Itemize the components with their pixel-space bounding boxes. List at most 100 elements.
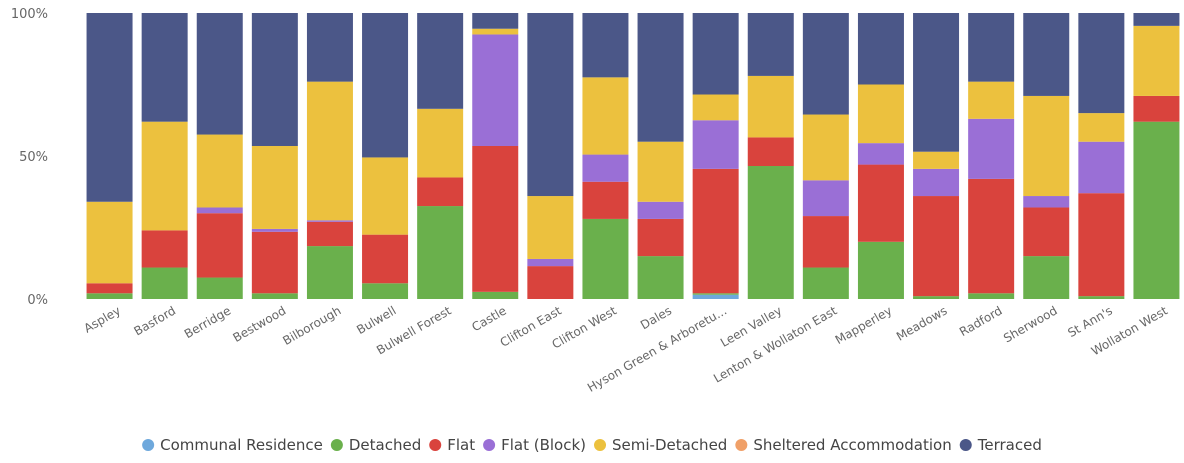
legend-item-semi-detached[interactable]: Semi-Detached <box>594 436 727 454</box>
bar-segment-detached[interactable] <box>86 293 133 299</box>
bar-segment-terraced[interactable] <box>527 13 574 197</box>
bar-segment-detached[interactable] <box>1023 256 1070 299</box>
bar-stack-castle[interactable] <box>472 13 519 299</box>
bar-segment-detached[interactable] <box>362 283 409 299</box>
bar-stack-aspley[interactable] <box>86 13 133 299</box>
bar-stack-sherwood[interactable] <box>1023 13 1070 299</box>
bar-segment-flat[interactable] <box>857 164 904 242</box>
bar-segment-detached[interactable] <box>692 293 739 295</box>
bar-segment-flat-block[interactable] <box>968 118 1015 179</box>
bar-segment-flat[interactable] <box>1133 95 1180 122</box>
legend-item-flat-block[interactable]: Flat (Block) <box>483 436 586 454</box>
bar-stack-lenton-and-wollaton-east[interactable] <box>802 13 849 299</box>
bar-segment-detached[interactable] <box>1133 121 1180 300</box>
bar-segment-semi-detached[interactable] <box>417 108 464 178</box>
bar-segment-detached[interactable] <box>582 218 629 299</box>
bar-segment-flat-block[interactable] <box>196 207 243 214</box>
bar-segment-flat[interactable] <box>362 234 409 284</box>
bar-segment-flat[interactable] <box>913 196 960 297</box>
bar-segment-semi-detached[interactable] <box>1133 25 1180 96</box>
bar-segment-semi-detached[interactable] <box>141 121 188 231</box>
bar-segment-detached[interactable] <box>913 296 960 299</box>
bar-stack-bilborough[interactable] <box>306 13 353 299</box>
bar-segment-flat-block[interactable] <box>1023 196 1070 208</box>
bar-segment-flat-block[interactable] <box>582 154 629 182</box>
bar-stack-clifton-west[interactable] <box>582 13 629 299</box>
bar-segment-terraced[interactable] <box>747 13 794 76</box>
bar-segment-flat[interactable] <box>417 177 464 207</box>
bar-segment-detached[interactable] <box>417 206 464 299</box>
bar-segment-flat[interactable] <box>306 221 353 247</box>
bar-segment-detached[interactable] <box>968 293 1015 299</box>
bar-segment-terraced[interactable] <box>417 13 464 109</box>
legend-item-flat[interactable]: Flat <box>429 436 475 454</box>
bar-segment-terraced[interactable] <box>968 13 1015 82</box>
bar-segment-terraced[interactable] <box>306 13 353 82</box>
bar-segment-semi-detached[interactable] <box>637 141 684 202</box>
bar-segment-detached[interactable] <box>857 241 904 299</box>
bar-stack-wollaton-west[interactable] <box>1133 13 1180 300</box>
bar-segment-terraced[interactable] <box>1078 13 1125 114</box>
legend-item-sheltered-accommodation[interactable]: Sheltered Accommodation <box>735 436 952 454</box>
bar-segment-flat[interactable] <box>637 218 684 257</box>
bar-segment-communal-residence[interactable] <box>692 294 739 299</box>
bar-stack-clifton-east[interactable] <box>527 13 574 299</box>
bar-segment-detached[interactable] <box>306 246 353 299</box>
legend-item-communal-residence[interactable]: Communal Residence <box>142 436 323 454</box>
bar-segment-semi-detached[interactable] <box>306 81 353 221</box>
bar-segment-flat-block[interactable] <box>527 258 574 267</box>
bar-segment-flat[interactable] <box>527 266 574 299</box>
bar-segment-semi-detached[interactable] <box>692 94 739 121</box>
bar-stack-hyson-green-and-arboretu[interactable] <box>692 13 739 299</box>
bar-segment-flat[interactable] <box>747 137 794 167</box>
legend-item-terraced[interactable]: Terraced <box>959 436 1042 454</box>
bar-segment-flat-block[interactable] <box>857 143 904 165</box>
bar-stack-st-ann-s[interactable] <box>1078 13 1125 299</box>
bar-segment-flat[interactable] <box>692 168 739 294</box>
bar-segment-detached[interactable] <box>141 267 188 299</box>
bar-segment-terraced[interactable] <box>362 13 409 158</box>
bar-segment-flat-block[interactable] <box>637 201 684 219</box>
bar-segment-terraced[interactable] <box>196 13 243 135</box>
bar-segment-semi-detached[interactable] <box>472 28 519 35</box>
bar-segment-flat[interactable] <box>802 216 849 268</box>
bar-segment-semi-detached[interactable] <box>802 114 849 181</box>
bar-stack-meadows[interactable] <box>913 13 960 299</box>
bar-segment-detached[interactable] <box>637 256 684 299</box>
bar-segment-terraced[interactable] <box>913 13 960 152</box>
bar-segment-terraced[interactable] <box>692 13 739 95</box>
bar-segment-terraced[interactable] <box>86 13 133 202</box>
bar-segment-flat[interactable] <box>251 231 298 294</box>
bar-segment-semi-detached[interactable] <box>251 145 298 229</box>
bar-segment-detached[interactable] <box>251 293 298 299</box>
bar-segment-terraced[interactable] <box>637 13 684 142</box>
bar-segment-detached[interactable] <box>1078 296 1125 299</box>
bar-segment-semi-detached[interactable] <box>913 151 960 169</box>
bar-segment-flat[interactable] <box>1078 193 1125 297</box>
bar-segment-semi-detached[interactable] <box>968 81 1015 119</box>
bar-segment-semi-detached[interactable] <box>362 157 409 235</box>
bar-segment-semi-detached[interactable] <box>582 77 629 155</box>
bar-segment-terraced[interactable] <box>251 13 298 146</box>
bar-segment-terraced[interactable] <box>857 13 904 85</box>
bar-stack-leen-valley[interactable] <box>747 13 794 299</box>
bar-segment-semi-detached[interactable] <box>1078 113 1125 142</box>
bar-segment-terraced[interactable] <box>582 13 629 78</box>
bar-segment-terraced[interactable] <box>141 13 188 122</box>
bar-segment-flat[interactable] <box>582 181 629 219</box>
bar-segment-detached[interactable] <box>196 277 243 299</box>
bar-segment-semi-detached[interactable] <box>857 84 904 144</box>
bar-segment-flat-block[interactable] <box>1078 141 1125 194</box>
bar-segment-flat[interactable] <box>472 145 519 292</box>
bar-segment-flat[interactable] <box>1023 207 1070 257</box>
bar-segment-flat-block[interactable] <box>251 228 298 232</box>
bar-segment-flat[interactable] <box>86 283 133 294</box>
bar-stack-berridge[interactable] <box>196 13 243 299</box>
bar-segment-flat-block[interactable] <box>692 120 739 169</box>
bar-segment-semi-detached[interactable] <box>747 75 794 138</box>
bar-segment-flat[interactable] <box>968 178 1015 294</box>
bar-stack-bulwell-forest[interactable] <box>417 13 464 299</box>
bar-stack-basford[interactable] <box>141 13 188 299</box>
bar-segment-flat-block[interactable] <box>913 168 960 197</box>
bar-stack-dales[interactable] <box>637 13 684 299</box>
